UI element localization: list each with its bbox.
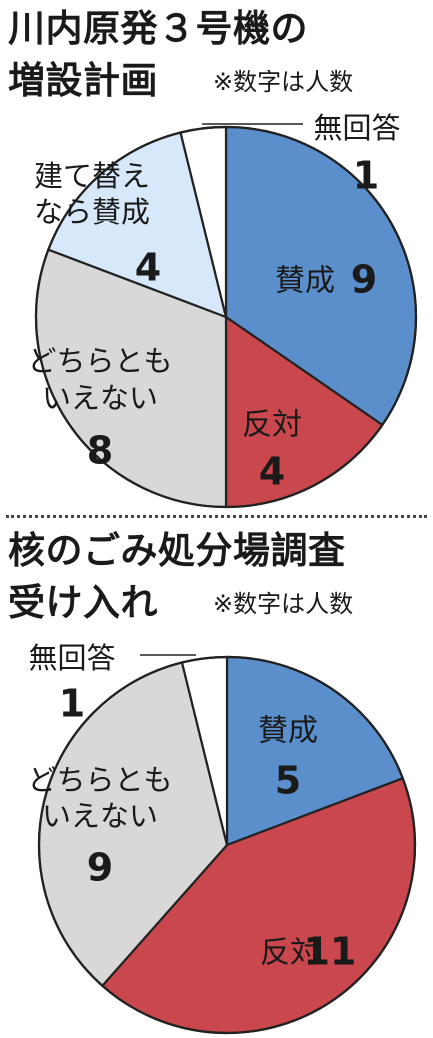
- chart2-value-3: 1: [59, 682, 85, 726]
- chart1-label-0-line-0: 賛成: [275, 264, 335, 299]
- chart1-label-3-line-0: 建て替え: [34, 159, 150, 193]
- chart1-label-4-line-0: 無回答: [313, 111, 400, 145]
- chart2-label-2-line-1: いえない: [42, 799, 158, 833]
- chart2-value-1: 11: [304, 930, 357, 974]
- chart2-label-1-line-0: 反対: [260, 936, 320, 971]
- chart2-note: ※数字は人数: [213, 590, 354, 618]
- chart1-title-line1: 川内原発３号機の: [8, 7, 308, 50]
- chart1-label-1-line-0: 反対: [242, 408, 302, 443]
- chart1-note: ※数字は人数: [213, 68, 354, 96]
- chart1-title-line2: 増設計画: [8, 59, 158, 102]
- chart1-value-2: 8: [87, 429, 113, 473]
- chart1-value-0: 9: [351, 258, 377, 302]
- chart1-label-2-line-1: いえない: [42, 381, 158, 415]
- chart1-label-2-line-0: どちらとも: [27, 344, 172, 378]
- chart2-outline: [37, 655, 417, 1035]
- chart2-title-line2: 受け入れ: [8, 581, 158, 624]
- chart2-value-0: 5: [275, 759, 301, 803]
- chart1-value-3: 4: [135, 246, 161, 290]
- section-divider: [6, 515, 427, 518]
- chart1-value-1: 4: [259, 450, 285, 494]
- chart2-label-2-line-0: どちらとも: [27, 763, 172, 797]
- chart1-label-3-line-1: なら賛成: [34, 195, 150, 229]
- chart2-value-2: 9: [87, 846, 113, 890]
- chart1-outline: [34, 125, 418, 509]
- chart2-label-3-line-0: 無回答: [28, 641, 115, 675]
- chart1-value-4: 1: [353, 154, 379, 198]
- chart2-label-0-line-0: 賛成: [258, 714, 318, 749]
- chart2-title-line1: 核のごみ処分場調査: [8, 529, 346, 572]
